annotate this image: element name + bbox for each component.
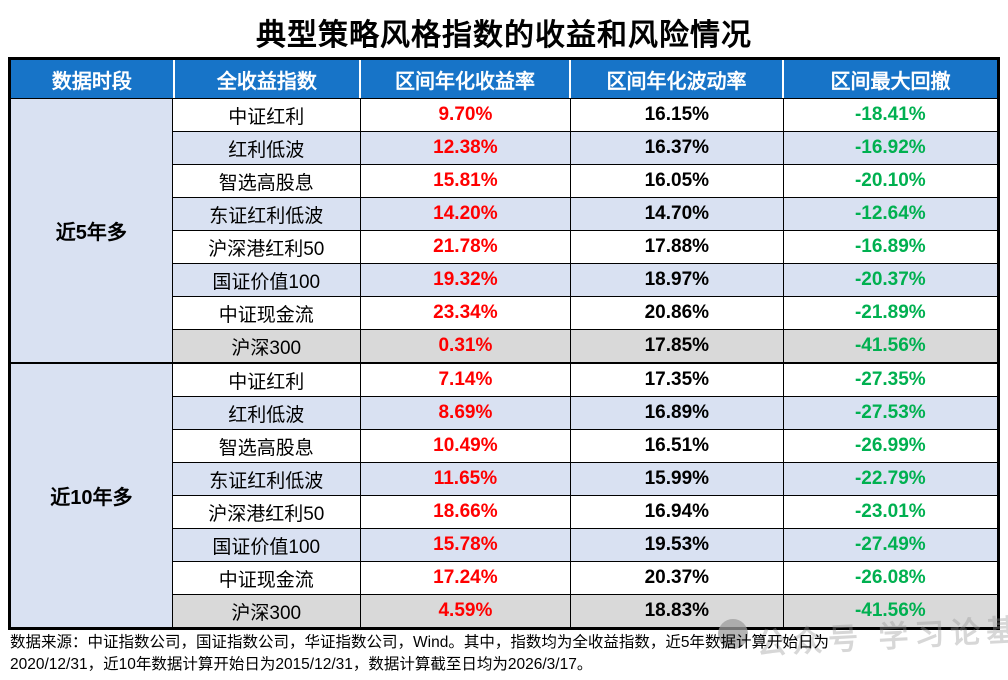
annualized-volatility: 16.37% — [570, 132, 783, 164]
annualized-volatility: 16.94% — [570, 496, 783, 528]
column-header-period: 数据时段 — [51, 70, 132, 93]
table-row: 智选高股息 10.49% 16.51% -26.99% — [172, 429, 997, 462]
max-drawdown: -16.92% — [782, 132, 997, 164]
index-name: 国证价值100 — [212, 536, 321, 558]
table-row: 红利低波 12.38% 16.37% -16.92% — [172, 131, 997, 164]
annualized-return: 0.31% — [359, 330, 570, 362]
annualized-volatility: 18.97% — [570, 264, 783, 296]
annualized-return: 14.20% — [359, 198, 570, 230]
annualized-return: 15.78% — [359, 529, 570, 561]
index-name: 智选高股息 — [218, 437, 314, 459]
table-row: 红利低波 8.69% 16.89% -27.53% — [172, 396, 997, 429]
annualized-volatility: 18.83% — [570, 595, 783, 627]
max-drawdown: -18.41% — [782, 99, 997, 131]
index-name: 国证价值100 — [212, 271, 321, 293]
annualized-volatility: 16.05% — [570, 165, 783, 197]
column-header-return: 区间年化收益率 — [359, 60, 569, 98]
annualized-volatility: 17.85% — [570, 330, 783, 362]
table-row: 国证价值100 19.32% 18.97% -20.37% — [172, 263, 997, 296]
annualized-return: 4.59% — [359, 595, 570, 627]
index-name: 中证现金流 — [218, 304, 314, 326]
annualized-return: 15.81% — [359, 165, 570, 197]
annualized-volatility: 17.35% — [570, 364, 783, 396]
annualized-volatility: 16.89% — [570, 397, 783, 429]
index-name: 中证现金流 — [218, 569, 314, 591]
annualized-return: 12.38% — [359, 132, 570, 164]
table-row: 沪深港红利50 18.66% 16.94% -23.01% — [172, 495, 997, 528]
max-drawdown: -12.64% — [782, 198, 997, 230]
max-drawdown: -20.10% — [782, 165, 997, 197]
max-drawdown: -27.53% — [782, 397, 997, 429]
annualized-volatility: 20.86% — [570, 297, 783, 329]
max-drawdown: -21.89% — [782, 297, 997, 329]
column-header-volatility: 区间年化波动率 — [569, 60, 782, 98]
data-source-line-2: 2020/12/31，近10年数据计算开始日为2015/12/31，数据计算截至… — [10, 656, 593, 674]
index-name: 东证红利低波 — [209, 205, 324, 227]
index-name: 中证红利 — [228, 106, 305, 128]
index-name: 红利低波 — [228, 139, 305, 161]
max-drawdown: -27.49% — [782, 529, 997, 561]
index-name: 沪深港红利50 — [208, 503, 325, 525]
index-name: 沪深300 — [231, 337, 302, 359]
index-name: 红利低波 — [228, 404, 305, 426]
section-10-year-rows: 中证红利 7.14% 17.35% -27.35% 红利低波 8.69% 16.… — [172, 364, 997, 627]
annualized-return: 17.24% — [359, 562, 570, 594]
index-name: 中证红利 — [228, 371, 305, 393]
index-name: 沪深300 — [231, 602, 302, 624]
max-drawdown: -23.01% — [782, 496, 997, 528]
annualized-return: 7.14% — [359, 364, 570, 396]
data-source-note: 数据来源：中证指数公司，国证指数公司，华证指数公司，Wind。其中，指数均为全收… — [10, 632, 1000, 677]
table-row: 国证价值100 15.78% 19.53% -27.49% — [172, 528, 997, 561]
annualized-return: 9.70% — [359, 99, 570, 131]
returns-risk-table: 数据时段 全收益指数 区间年化收益率 区间年化波动率 区间最大回撤 近5年多 中… — [8, 57, 1000, 630]
annualized-return: 10.49% — [359, 430, 570, 462]
period-label-10y: 近10年多 — [11, 364, 173, 627]
column-header-index: 全收益指数 — [172, 60, 359, 98]
section-5-year-rows: 中证红利 9.70% 16.15% -18.41% 红利低波 12.38% 16… — [172, 99, 997, 362]
table-row-benchmark: 沪深300 0.31% 17.85% -41.56% — [172, 329, 997, 362]
table-row: 智选高股息 15.81% 16.05% -20.10% — [172, 164, 997, 197]
table-row: 中证红利 7.14% 17.35% -27.35% — [173, 364, 997, 396]
annualized-return: 11.65% — [359, 463, 570, 495]
data-source-line-1: 数据来源：中证指数公司，国证指数公司，华证指数公司，Wind。其中，指数均为全收… — [10, 634, 829, 651]
annualized-return: 23.34% — [359, 297, 570, 329]
table-row: 中证现金流 23.34% 20.86% -21.89% — [172, 296, 997, 329]
annualized-return: 19.32% — [359, 264, 570, 296]
annualized-return: 8.69% — [359, 397, 570, 429]
max-drawdown: -20.37% — [782, 264, 997, 296]
index-name: 东证红利低波 — [209, 470, 324, 492]
index-name: 沪深港红利50 — [208, 238, 325, 260]
annualized-volatility: 15.99% — [570, 463, 783, 495]
annualized-return: 21.78% — [359, 231, 570, 263]
max-drawdown: -26.99% — [782, 430, 997, 462]
table-row: 中证现金流 17.24% 20.37% -26.08% — [172, 561, 997, 594]
annualized-volatility: 16.15% — [570, 99, 783, 131]
max-drawdown: -41.56% — [782, 330, 997, 362]
annualized-volatility: 14.70% — [570, 198, 783, 230]
section-10-year: 近10年多 中证红利 7.14% 17.35% -27.35% 红利低波 8.6… — [11, 362, 997, 627]
annualized-volatility: 16.51% — [570, 430, 783, 462]
section-5-year: 近5年多 中证红利 9.70% 16.15% -18.41% 红利低波 12.3… — [11, 98, 997, 362]
annualized-return: 18.66% — [359, 496, 570, 528]
max-drawdown: -27.35% — [782, 364, 997, 396]
table-row: 东证红利低波 14.20% 14.70% -12.64% — [172, 197, 997, 230]
table-row-benchmark: 沪深300 4.59% 18.83% -41.56% — [172, 594, 997, 627]
table-header-row: 数据时段 全收益指数 区间年化收益率 区间年化波动率 区间最大回撤 — [11, 60, 997, 98]
max-drawdown: -22.79% — [782, 463, 997, 495]
annualized-volatility: 20.37% — [570, 562, 783, 594]
max-drawdown: -16.89% — [782, 231, 997, 263]
table-row: 沪深港红利50 21.78% 17.88% -16.89% — [172, 230, 997, 263]
table-row: 东证红利低波 11.65% 15.99% -22.79% — [172, 462, 997, 495]
max-drawdown: -41.56% — [782, 595, 997, 627]
annualized-volatility: 19.53% — [570, 529, 783, 561]
max-drawdown: -26.08% — [782, 562, 997, 594]
period-label-5y: 近5年多 — [11, 99, 173, 362]
page-title: 典型策略风格指数的收益和风险情况 — [256, 19, 752, 52]
annualized-volatility: 17.88% — [570, 231, 783, 263]
index-name: 智选高股息 — [218, 172, 314, 194]
column-header-drawdown: 区间最大回撤 — [782, 60, 997, 98]
table-row: 中证红利 9.70% 16.15% -18.41% — [173, 99, 997, 131]
